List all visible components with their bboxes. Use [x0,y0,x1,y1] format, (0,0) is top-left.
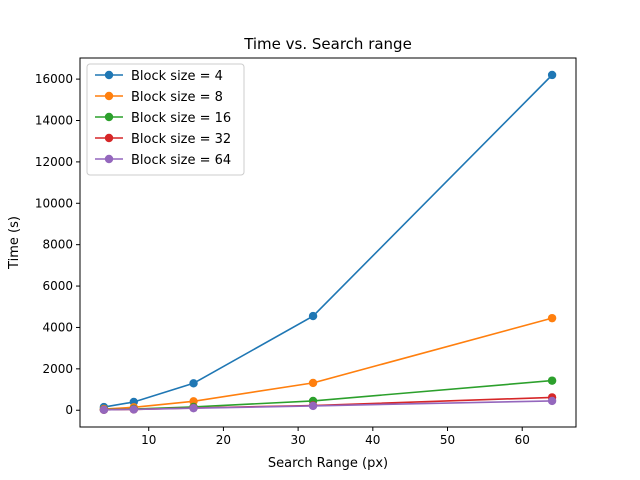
legend-label: Block size = 16 [131,111,231,126]
data-point [129,405,138,414]
data-point [308,311,318,321]
legend-item: Block size = 4 [95,69,223,84]
y-tick-label: 4000 [42,320,73,334]
y-tick-label: 10000 [35,196,73,210]
data-point [547,313,557,323]
y-axis-ticks: 0 2000 4000 6000 8000 10000 12000 14000 16000 [35,72,80,417]
legend-marker [104,154,114,164]
y-tick-label: 16000 [35,72,73,86]
x-axis-ticks: 10 20 30 40 50 60 [141,427,530,447]
y-tick-label: 8000 [42,238,73,252]
y-axis-label: Time (s) [7,216,22,270]
legend-item: Block size = 8 [95,90,223,105]
legend-marker [104,133,114,143]
x-tick-label: 50 [440,433,455,447]
legend-label: Block size = 64 [131,153,231,168]
x-axis-label: Search Range (px) [268,456,388,471]
chart-title: Time vs. Search range [243,35,412,53]
legend-item: Block size = 64 [95,153,231,168]
plot-frame [79,57,577,428]
x-tick-label: 20 [216,433,231,447]
data-point [189,403,198,413]
data-point [547,70,557,80]
series-4 [99,396,557,415]
x-tick-label: 30 [290,433,305,447]
data-point [189,379,198,388]
data-point [547,376,557,385]
x-tick-label: 40 [365,433,380,447]
y-tick-label: 0 [65,403,73,417]
legend-item: Block size = 16 [95,111,231,126]
legend-marker [104,70,114,80]
legend-marker [104,112,114,122]
legend-item: Block size = 32 [95,132,231,147]
legend-box [86,63,245,176]
y-tick-label: 12000 [35,155,73,169]
legend-label: Block size = 32 [131,132,231,147]
data-point [547,396,557,406]
y-tick-label: 2000 [42,362,73,376]
x-tick-label: 60 [515,433,530,447]
series-layer [99,70,557,415]
legend-label: Block size = 8 [131,90,223,105]
y-tick-label: 14000 [35,114,73,128]
legend: Block size = 4 Block size = 8 Block size =… [86,63,245,176]
legend-label: Block size = 4 [131,69,223,84]
y-tick-label: 6000 [42,279,73,293]
data-point [308,401,318,411]
legend-marker [104,91,114,101]
data-point [308,378,318,388]
data-point [99,405,109,415]
x-tick-label: 10 [141,433,156,447]
